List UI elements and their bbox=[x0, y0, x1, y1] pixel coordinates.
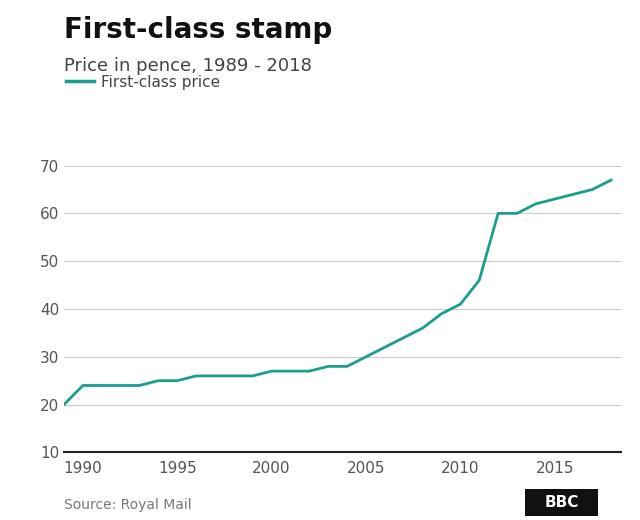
Text: Price in pence, 1989 - 2018: Price in pence, 1989 - 2018 bbox=[64, 57, 312, 75]
Text: BBC: BBC bbox=[545, 495, 579, 510]
Text: Source: Royal Mail: Source: Royal Mail bbox=[64, 498, 191, 512]
Legend: First-class price: First-class price bbox=[66, 75, 220, 90]
Text: First-class stamp: First-class stamp bbox=[64, 16, 332, 44]
